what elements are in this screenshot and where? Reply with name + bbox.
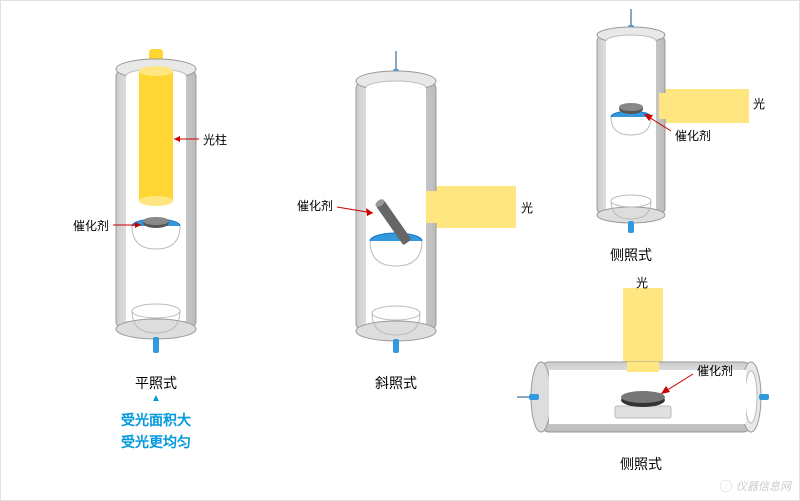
label-light-4: 光 bbox=[636, 274, 648, 291]
note-flat: 受光面积大 受光更均匀 bbox=[71, 409, 241, 454]
note-line-1: 受光面积大 bbox=[71, 409, 241, 431]
triangle-icon: ▲ bbox=[71, 393, 241, 404]
info-icon: i bbox=[719, 479, 733, 493]
label-catalyst-3: 催化剂 bbox=[675, 127, 711, 144]
title-oblique: 斜照式 bbox=[291, 373, 501, 393]
svg-text:i: i bbox=[725, 482, 727, 491]
diagram-side-h-svg bbox=[511, 286, 781, 456]
watermark-text: 仪器信息网 bbox=[736, 478, 791, 494]
title-side-h: 侧照式 bbox=[511, 454, 771, 474]
note-line-2: 受光更均匀 bbox=[71, 431, 241, 453]
label-catalyst-1: 催化剂 bbox=[73, 217, 109, 234]
diagram-side-v-svg bbox=[541, 9, 761, 239]
title-flat: 平照式 bbox=[71, 373, 241, 393]
diagram-flat-svg bbox=[71, 41, 261, 361]
label-light-column: 光柱 bbox=[203, 131, 227, 148]
title-side-v: 侧照式 bbox=[541, 245, 721, 265]
label-catalyst-4: 催化剂 bbox=[697, 362, 733, 379]
watermark: i 仪器信息网 bbox=[719, 478, 791, 494]
diagram-side-vertical: 光 催化剂 侧照式 bbox=[541, 9, 761, 269]
diagram-flat: 光柱 催化剂 平照式 ▲ 受光面积大 受光更均匀 bbox=[71, 41, 261, 421]
label-catalyst-2: 催化剂 bbox=[297, 197, 333, 214]
label-light-3: 光 bbox=[753, 95, 765, 112]
label-light-2: 光 bbox=[521, 199, 533, 216]
diagram-oblique: 催化剂 光 斜照式 bbox=[291, 51, 521, 391]
diagram-side-horizontal: 光 催化剂 侧照式 bbox=[511, 286, 781, 481]
